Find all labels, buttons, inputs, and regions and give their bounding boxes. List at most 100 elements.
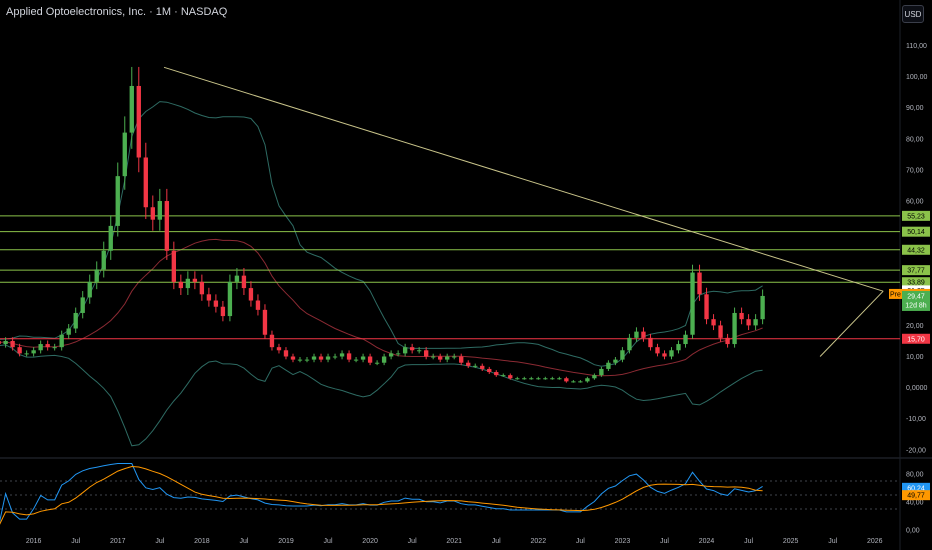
candle-body [234,275,240,282]
rsi-value-label: 60,24 [907,485,925,492]
candle-body [683,334,688,345]
candle-body [627,337,632,351]
x-tick-label: Jul [492,538,501,545]
horizontal-levels [0,215,900,340]
candle-body [38,344,43,351]
candle-body [704,294,709,320]
x-tick-label: 2021 [446,538,462,545]
candle-body [199,281,205,295]
x-tick-label: Jul [576,538,585,545]
candle-body [711,319,716,326]
candle-body [662,353,667,357]
candle-body [536,378,541,380]
close-price-tag [902,290,930,311]
level-tag-label: 33,89 [907,280,925,287]
candle-body [381,356,387,363]
candle-body [360,356,366,360]
level-tag-label: 44,32 [907,247,925,254]
candle-body [346,353,352,360]
candle-body [578,381,583,383]
candle-body [732,312,737,345]
x-tick-label: Jul [324,538,333,545]
countdown-label: 12d 8h [905,302,927,309]
candle-body [241,275,247,289]
x-tick-label: 2016 [26,538,42,545]
price-axis: -20,00 -10,00 0,0000 10,00 20,00 60,00 70,00 80… [906,43,928,454]
candle-body [655,347,660,354]
candle-body [585,378,590,382]
candle-body [101,250,106,270]
candle-body [480,365,485,369]
x-tick-label: Jul [71,538,80,545]
candle-body [87,281,92,298]
candle-body [459,356,464,363]
bb-upper [0,101,763,367]
candle-body [304,359,310,361]
candle-body [339,353,345,357]
candle-body [473,365,478,367]
level-tag [902,244,930,255]
x-tick-label: 2019 [278,538,294,545]
x-tick-label: 2024 [699,538,715,545]
level-tag-label: 50,14 [907,229,925,236]
candle-body [164,201,169,251]
y-tick-label: 80,00 [906,136,924,143]
x-tick-label: 2025 [783,538,799,545]
rsi-ma-tag [902,490,930,501]
y-tick-label: 10,00 [906,354,924,361]
candle-body [283,350,289,357]
y-tick-label: -20,00 [906,447,926,454]
x-tick-label: 2023 [615,538,631,545]
candles [0,66,765,383]
candle-body [634,331,639,338]
candle-body [80,297,85,313]
candle-body [73,312,78,329]
currency-button[interactable]: USD [902,5,924,23]
bollinger-bands [0,101,763,447]
candle-body [753,319,758,326]
candle-body [269,334,275,348]
candle-body [66,328,71,335]
candle-body [24,353,29,355]
candle-body [178,281,184,289]
candle-body [192,278,198,282]
bb-lower [0,344,763,447]
trendline [819,290,884,357]
price-tags: 55,2350,1444,3237,7733,8915,7031,25Pre30… [889,210,930,501]
candle-body [388,353,394,357]
rsi-ma-label: 49,77 [907,493,925,500]
candle-body [213,300,219,307]
x-tick-label: Jul [660,538,669,545]
candle-body [676,344,681,351]
candle-body [332,356,338,358]
candle-body [255,300,261,310]
x-tick-label: Jul [408,538,417,545]
candle-body [571,381,576,383]
y-tick-label: 110,00 [906,43,927,50]
rsi-tick-label: 0,00 [906,528,920,535]
candle-body [395,353,401,355]
candle-body [438,356,443,360]
close-price-label: 29,47 [907,293,925,300]
candle-body [122,132,127,177]
candle-body [311,356,317,360]
candle-body [325,356,331,360]
candle-body [529,378,534,380]
rsi-tick-label: 80,00 [906,472,924,479]
candle-body [515,378,520,380]
pre-badge [889,288,902,299]
y-tick-label: -10,00 [906,416,926,423]
candle-body [564,378,569,382]
candle-body [613,359,618,363]
candle-body [45,344,50,348]
candle-body [739,312,744,320]
candle-body [409,347,415,351]
candle-body [52,347,57,349]
candle-body [276,347,282,351]
candle-body [690,272,695,335]
candle-body [353,359,359,361]
trendlines [163,66,884,357]
candle-body [550,378,555,380]
level-tag [902,265,930,276]
